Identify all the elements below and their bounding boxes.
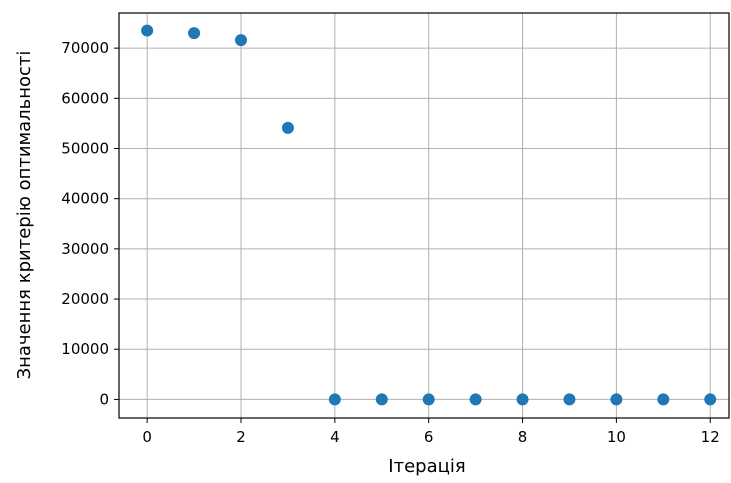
x-tick-label: 12 xyxy=(701,428,720,446)
y-tick-label: 30000 xyxy=(61,240,109,258)
x-tick-label: 6 xyxy=(424,428,434,446)
x-tick-label: 4 xyxy=(330,428,340,446)
data-point xyxy=(610,393,623,406)
data-point xyxy=(563,393,576,406)
x-tick-label: 8 xyxy=(518,428,528,446)
y-axis-label: Значення критерію оптимальності xyxy=(14,51,35,380)
data-point xyxy=(704,393,717,406)
data-point xyxy=(469,393,482,406)
x-axis-ticks: 0 2 4 6 8 10 12 xyxy=(142,418,720,446)
grid xyxy=(119,13,729,418)
x-tick-label: 0 xyxy=(142,428,152,446)
data-point xyxy=(516,393,529,406)
y-tick-label: 50000 xyxy=(61,140,109,158)
data-point xyxy=(281,121,294,134)
y-tick-label: 60000 xyxy=(61,89,109,107)
data-point xyxy=(328,393,341,406)
y-tick-label: 10000 xyxy=(61,340,109,358)
y-tick-label: 0 xyxy=(99,390,109,408)
x-tick-label: 2 xyxy=(236,428,246,446)
data-point xyxy=(422,393,435,406)
data-point xyxy=(657,393,670,406)
y-axis-ticks: 0 10000 20000 30000 40000 50000 60000 70000 xyxy=(61,39,119,408)
data-point xyxy=(188,27,201,40)
data-point xyxy=(375,393,388,406)
x-tick-label: 10 xyxy=(607,428,626,446)
y-tick-label: 20000 xyxy=(61,290,109,308)
data-point xyxy=(141,24,154,37)
plot-frame xyxy=(118,12,730,419)
y-tick-label: 40000 xyxy=(61,190,109,208)
plot-background xyxy=(119,13,729,418)
x-axis-label: Ітерація xyxy=(388,456,465,477)
data-points xyxy=(141,24,717,406)
y-tick-label: 70000 xyxy=(61,39,109,57)
data-point xyxy=(235,34,247,47)
